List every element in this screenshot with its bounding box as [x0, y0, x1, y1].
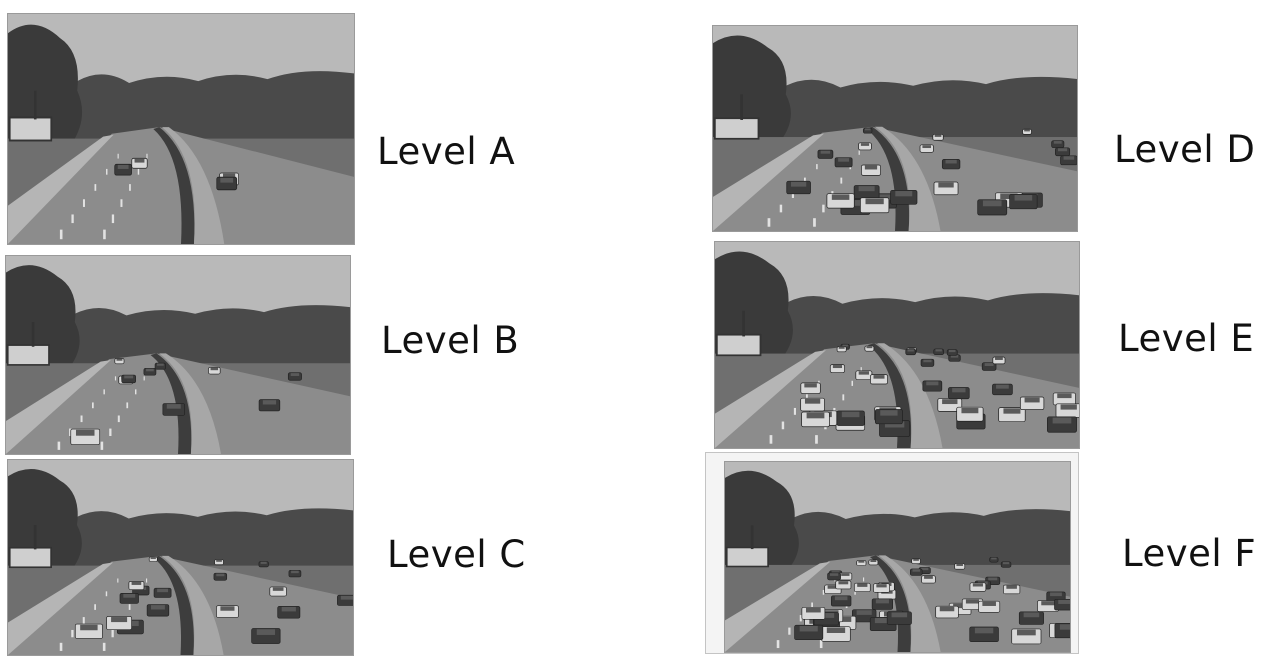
level-e-label: Level E	[1118, 317, 1255, 360]
highway-photo-level-b	[5, 255, 351, 455]
highway-photo-level-f	[724, 461, 1071, 653]
level-d-label: Level D	[1114, 128, 1256, 171]
highway-photo-level-d	[712, 25, 1078, 232]
level-c-label: Level C	[387, 533, 526, 576]
highway-photo-level-e	[714, 241, 1080, 449]
level-b-label: Level B	[381, 319, 520, 362]
highway-scene	[715, 242, 1079, 448]
highway-photo-level-c	[7, 459, 354, 656]
level-f-label: Level F	[1122, 532, 1257, 575]
highway-scene	[8, 14, 354, 244]
highway-scene	[6, 256, 350, 454]
highway-scene	[725, 462, 1070, 652]
highway-scene	[713, 26, 1077, 231]
highway-scene	[8, 460, 353, 655]
highway-photo-level-a	[7, 13, 355, 245]
level-a-label: Level A	[377, 130, 516, 173]
